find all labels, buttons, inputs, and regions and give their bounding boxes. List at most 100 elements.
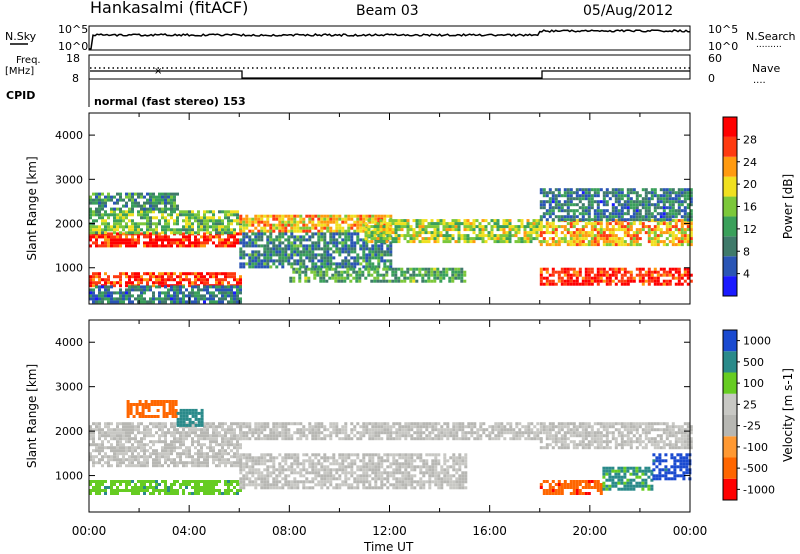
data-cell (167, 458, 170, 462)
data-cell (131, 192, 134, 196)
data-cell (281, 214, 285, 218)
data-cell (587, 206, 591, 210)
data-cell (191, 285, 194, 289)
data-cell (185, 216, 188, 220)
data-cell (632, 240, 636, 244)
data-cell (472, 231, 476, 235)
data-cell (191, 291, 194, 295)
data-cell (203, 483, 206, 486)
data-cell (463, 225, 467, 229)
data-cell (581, 279, 585, 283)
data-cell (293, 259, 297, 263)
data-cell (668, 231, 672, 235)
data-cell (290, 220, 294, 224)
data-cell (532, 231, 536, 235)
data-cell (224, 228, 227, 232)
data-cell (191, 216, 194, 220)
data-band (539, 267, 693, 286)
data-cell (608, 279, 612, 283)
data-cell (212, 285, 215, 289)
data-cell (221, 452, 224, 456)
data-cell (134, 483, 137, 486)
data-cell (353, 229, 357, 233)
data-cell (278, 480, 282, 484)
data-cell (164, 281, 167, 285)
data-cell (296, 253, 300, 257)
data-cell (179, 434, 182, 438)
data-cell (305, 250, 309, 254)
data-cell (584, 273, 588, 277)
data-cell (668, 188, 672, 192)
data-cell (527, 428, 531, 432)
data-cell (662, 212, 666, 216)
data-cell (365, 262, 369, 266)
data-cell (215, 428, 218, 432)
data-cell (302, 238, 306, 242)
data-cell (523, 234, 527, 238)
data-cell (110, 207, 113, 211)
data-cell (161, 201, 164, 205)
data-cell (275, 226, 279, 230)
data-cell (107, 288, 110, 292)
data-cell (263, 474, 267, 478)
data-cell (188, 284, 191, 288)
data-cell (626, 228, 630, 232)
data-cell (251, 462, 255, 466)
data-cell (290, 226, 294, 230)
data-cell (191, 480, 194, 483)
data-cell (164, 455, 167, 459)
data-cell (278, 471, 282, 475)
data-cell (442, 219, 446, 223)
data-cell (413, 425, 417, 429)
data-cell (98, 198, 101, 202)
data-cell (152, 272, 155, 276)
data-cell (308, 428, 312, 432)
data-cell (296, 486, 300, 490)
data-cell (161, 272, 164, 276)
data-cell (269, 459, 273, 463)
data-cell (647, 215, 651, 219)
data-cell (508, 231, 512, 235)
data-cell (344, 425, 348, 429)
data-cell (680, 188, 684, 192)
data-cell (451, 225, 455, 229)
data-cell (590, 225, 594, 229)
data-cell (656, 206, 660, 210)
data-cell (677, 191, 681, 195)
data-cell (535, 222, 539, 226)
data-cell (203, 238, 206, 242)
data-cell (608, 231, 612, 235)
data-cell (647, 279, 651, 283)
data-cell (155, 275, 158, 279)
data-cell (230, 210, 233, 214)
data-cell (206, 455, 209, 459)
data-cell (371, 422, 375, 426)
data-cell (95, 195, 98, 199)
data-cell (141, 409, 145, 412)
data-cell (182, 235, 185, 239)
data-cell (266, 468, 270, 472)
data-cell (620, 240, 624, 244)
data-cell (131, 195, 134, 199)
data-cell (107, 434, 110, 438)
data-cell (168, 406, 172, 409)
data-cell (602, 243, 606, 247)
data-cell (227, 443, 230, 447)
data-cell (230, 219, 233, 223)
data-cell (110, 428, 113, 432)
data-cell (593, 191, 597, 195)
data-cell (146, 449, 149, 453)
data-cell (173, 210, 176, 214)
data-cell (167, 272, 170, 276)
data-cell (662, 209, 666, 213)
data-cell (236, 440, 239, 444)
data-cell (168, 403, 172, 406)
data-cell (353, 220, 357, 224)
data-cell (379, 240, 383, 244)
data-cell (455, 431, 459, 435)
data-cell (653, 234, 657, 238)
data-cell (254, 265, 258, 269)
data-cell (374, 265, 378, 269)
data-cell (620, 243, 624, 247)
data-cell (281, 232, 285, 236)
